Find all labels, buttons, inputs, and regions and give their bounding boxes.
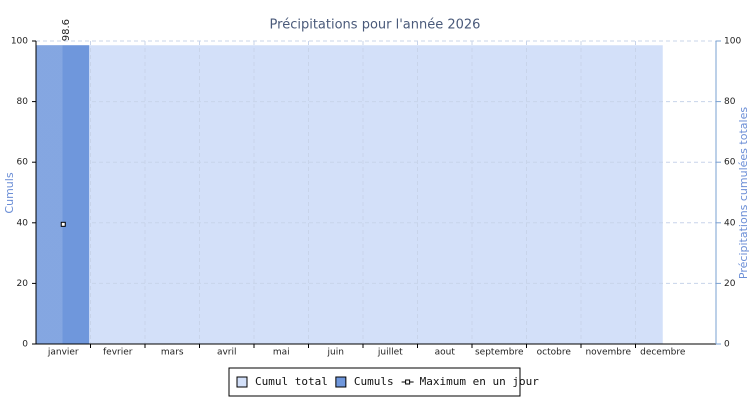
y2-tick-label: 0 bbox=[724, 340, 730, 350]
y2-tick-label: 100 bbox=[724, 37, 741, 47]
y-tick-label: 60 bbox=[17, 158, 29, 168]
x-tick-label: decembre bbox=[640, 348, 686, 358]
point bbox=[60, 221, 66, 227]
x-tick-label: novembre bbox=[585, 348, 631, 358]
x-tick-label: septembre bbox=[475, 348, 524, 358]
y-tick-label: 20 bbox=[17, 279, 29, 289]
chart-title: Précipitations pour l'année 2026 bbox=[270, 18, 481, 33]
x-tick-label: fevrier bbox=[103, 348, 133, 358]
y-tick-label: 40 bbox=[17, 218, 29, 228]
x-tick-label: janvier bbox=[47, 348, 79, 358]
legend-label: Maximum en un jour bbox=[420, 375, 540, 388]
legend-swatch bbox=[236, 376, 248, 388]
legend bbox=[228, 367, 521, 397]
y2-tick-label: 40 bbox=[724, 218, 736, 228]
x-tick-label: mars bbox=[161, 348, 184, 358]
y2-axis-label: Précipitations cumulées totales bbox=[737, 107, 750, 279]
y-tick-label: 80 bbox=[17, 97, 29, 107]
x-tick-label: juillet bbox=[377, 348, 403, 358]
y-tick-label: 100 bbox=[11, 37, 28, 47]
x-tick-label: mai bbox=[273, 348, 290, 358]
y2-tick-label: 20 bbox=[724, 279, 736, 289]
y2-tick-label: 80 bbox=[724, 97, 736, 107]
legend-label: Cumul total bbox=[255, 375, 328, 388]
y-axis-label: Cumuls bbox=[3, 172, 16, 213]
legend-label: Cumuls bbox=[354, 375, 394, 388]
legend-swatch bbox=[405, 379, 411, 385]
y-tick-label: 0 bbox=[22, 340, 28, 350]
value-label: 98.6 bbox=[61, 19, 72, 41]
plot bbox=[36, 45, 663, 344]
legend-swatch bbox=[335, 376, 347, 388]
y2-tick-label: 60 bbox=[724, 158, 736, 168]
x-tick-label: aout bbox=[435, 348, 456, 358]
x-tick-label: octobre bbox=[537, 348, 572, 358]
area bbox=[36, 45, 663, 344]
x-tick-label: avril bbox=[217, 348, 237, 358]
x-tick-label: juin bbox=[327, 348, 344, 358]
bar-shade bbox=[36, 45, 90, 344]
